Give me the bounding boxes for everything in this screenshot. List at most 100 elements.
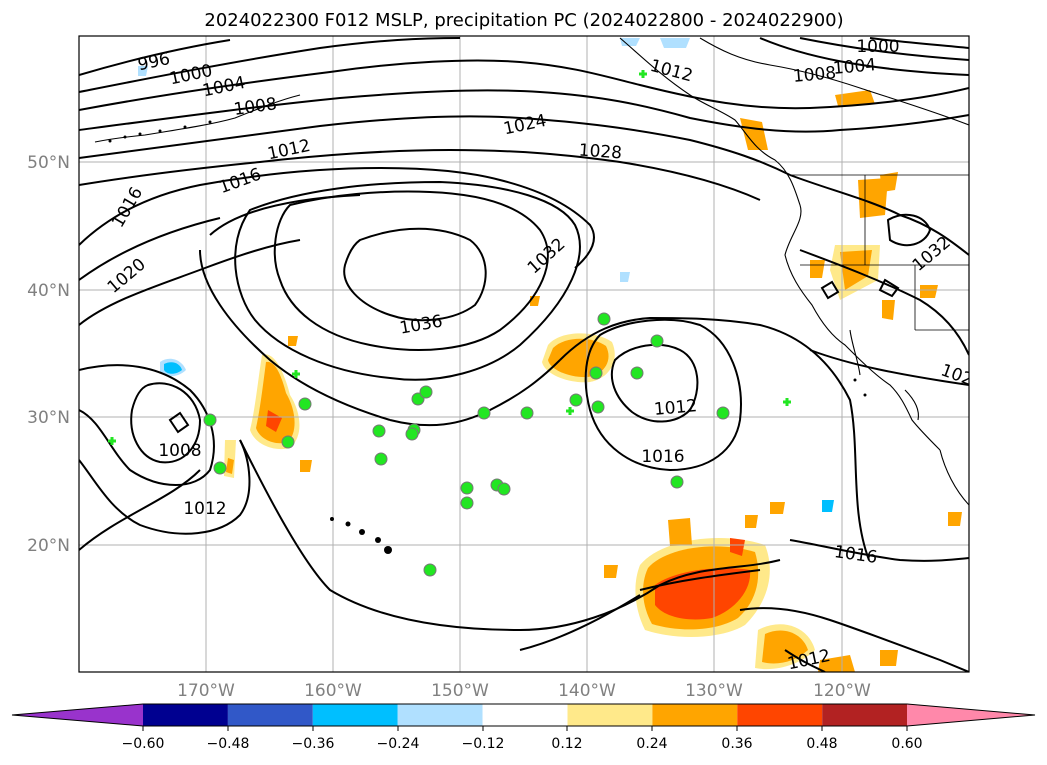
contour-label: 1016 [641,447,684,467]
station-marker [405,427,419,441]
colorbar-segment [737,704,823,726]
station-marker [650,334,664,348]
lat-label-20n: 20°N [27,536,70,556]
precip-positive-area [740,118,768,150]
station-plus-marker [108,437,116,445]
mslp-contours [79,37,969,672]
station-marker [520,406,534,420]
lon-label-170w: 170°W [177,681,235,701]
station-marker [597,312,611,326]
contour-label: 1000 [856,37,899,57]
precip-positive-area [948,512,962,526]
station-marker [477,406,491,420]
precip-positive-area [770,502,785,514]
lon-label-140w: 140°W [558,681,616,701]
precip-positive-area [762,630,808,664]
precip-positive-area [300,460,312,472]
map-title: 2024022300 F012 MSLP, precipitation PC (… [204,10,843,31]
precip-positive-area [880,172,898,192]
colorbar-tick-label: 0.24 [636,736,667,752]
precip-negative-area [620,38,640,46]
political-borders [790,174,969,331]
precip-positive-area [880,650,898,666]
station-marker [419,385,433,399]
station-marker [630,366,644,380]
colorbar-segment [397,704,483,726]
coastlines [94,37,969,506]
colorbar-segment [482,704,568,726]
precip-positive-area [818,655,855,672]
precip-positive-area [604,565,618,578]
station-marker [372,424,386,438]
colorbar-segment [143,704,228,726]
precip-heavy-area [730,538,745,556]
latitude-labels: 50°N 40°N 30°N 20°N [27,153,70,556]
station-marker [497,482,511,496]
precip-negative-area [660,38,690,48]
contour-label: 1028 [578,141,623,164]
precip-positive-area [226,458,234,474]
longitude-labels: 170°W 160°W 150°W 140°W 130°W 120°W [177,681,871,701]
precip-negative-area [822,500,834,512]
station-marker [589,366,603,380]
map-area: 996 1000 1004 1008 1012 1016 1016 1020 1… [79,36,969,672]
station-plus-marker [783,398,791,406]
contour-label: 1004 [832,55,877,79]
station-marker [298,397,312,411]
station-plus-marker [566,407,574,415]
lat-label-50n: 50°N [27,153,70,173]
colorbar: −0.60 −0.48 −0.36 −0.24 −0.12 0.12 0.24 … [11,703,1036,752]
precip-positive-area [668,518,692,546]
contour-label: 1008 [158,441,201,461]
map-frame [78,35,970,673]
precip-negative-area [164,362,182,374]
colorbar-tick-label: 0.48 [806,736,837,752]
station-marker [213,461,227,475]
low-pressure-center-contour [168,411,190,434]
colorbar-segment [822,704,908,726]
colorbar-high-extension [907,704,1035,726]
station-plus-marker [292,370,300,378]
station-marker [423,563,437,577]
colorbar-tick-label: −0.60 [122,736,165,752]
high-pressure-1036-contour [343,227,487,322]
precip-positive-area [288,336,298,346]
station-markers [108,70,791,577]
lon-label-130w: 130°W [685,681,743,701]
low-pressure-1008-contour [130,382,202,464]
lat-label-30n: 30°N [27,408,70,428]
precip-positive-area [882,300,895,320]
colorbar-tick-label: −0.24 [377,736,420,752]
contour-label: 1012 [653,396,698,420]
colorbar-segment [567,704,653,726]
colorbar-segment [312,704,398,726]
station-marker [591,400,605,414]
precip-positive-area [810,260,825,278]
station-marker [203,413,217,427]
contour-label: 1008 [792,63,837,87]
station-plus-marker [639,70,647,78]
station-marker [281,435,295,449]
station-marker [460,481,474,495]
precip-heavy-area [266,410,282,432]
precip-negative-area [138,66,148,76]
station-marker [716,406,730,420]
colorbar-segment [652,704,738,726]
station-marker [569,393,583,407]
lon-label-160w: 160°W [304,681,362,701]
station-marker [374,452,388,466]
colorbar-tick-label: 0.12 [551,736,582,752]
contour-label: 1012 [183,499,226,519]
precip-positive-area [256,361,295,444]
colorbar-tick-label: 0.60 [891,736,922,752]
station-marker [460,496,474,510]
colorbar-low-extension [12,704,143,726]
lon-label-120w: 120°W [813,681,871,701]
colorbar-tick-label: −0.12 [462,736,505,752]
colorbar-tick-label: −0.48 [207,736,250,752]
colorbar-tick-label: 0.36 [721,736,752,752]
precip-negative-area [620,272,630,282]
lat-label-40n: 40°N [27,281,70,301]
precip-positive-area [840,250,872,290]
